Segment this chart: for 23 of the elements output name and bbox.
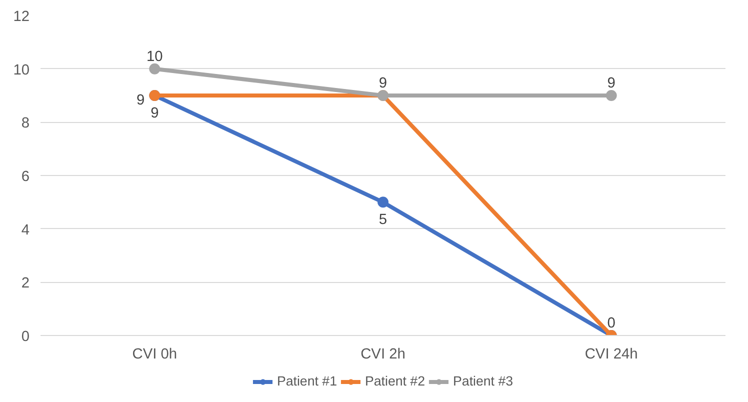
y-tick-label: 0 xyxy=(21,329,30,345)
data-label: 9 xyxy=(150,106,159,122)
y-tick-label: 2 xyxy=(21,276,30,292)
x-tick-label: CVI 2h xyxy=(360,346,406,362)
point xyxy=(149,63,160,74)
y-tick-label: 12 xyxy=(13,9,30,25)
y-tick-label: 10 xyxy=(13,62,30,78)
x-tick-label: CVI 24h xyxy=(584,346,638,362)
data-label: 5 xyxy=(378,212,388,228)
y-tick-label: 6 xyxy=(21,169,30,185)
y-tick-label: 4 xyxy=(21,222,30,238)
data-label: 10 xyxy=(146,48,163,65)
data-label: 9 xyxy=(136,92,145,108)
data-label: 9 xyxy=(378,76,388,92)
x-tick-label: CVI 0h xyxy=(132,346,178,362)
legend-label: Patient #1 xyxy=(276,374,337,388)
data-label: 0 xyxy=(607,316,616,332)
data-label: 9 xyxy=(607,76,616,92)
legend-label: Patient #3 xyxy=(453,374,514,388)
legend-label: Patient #2 xyxy=(364,374,426,388)
y-tick-label: 8 xyxy=(21,116,30,132)
point xyxy=(378,196,388,208)
point xyxy=(606,90,617,101)
